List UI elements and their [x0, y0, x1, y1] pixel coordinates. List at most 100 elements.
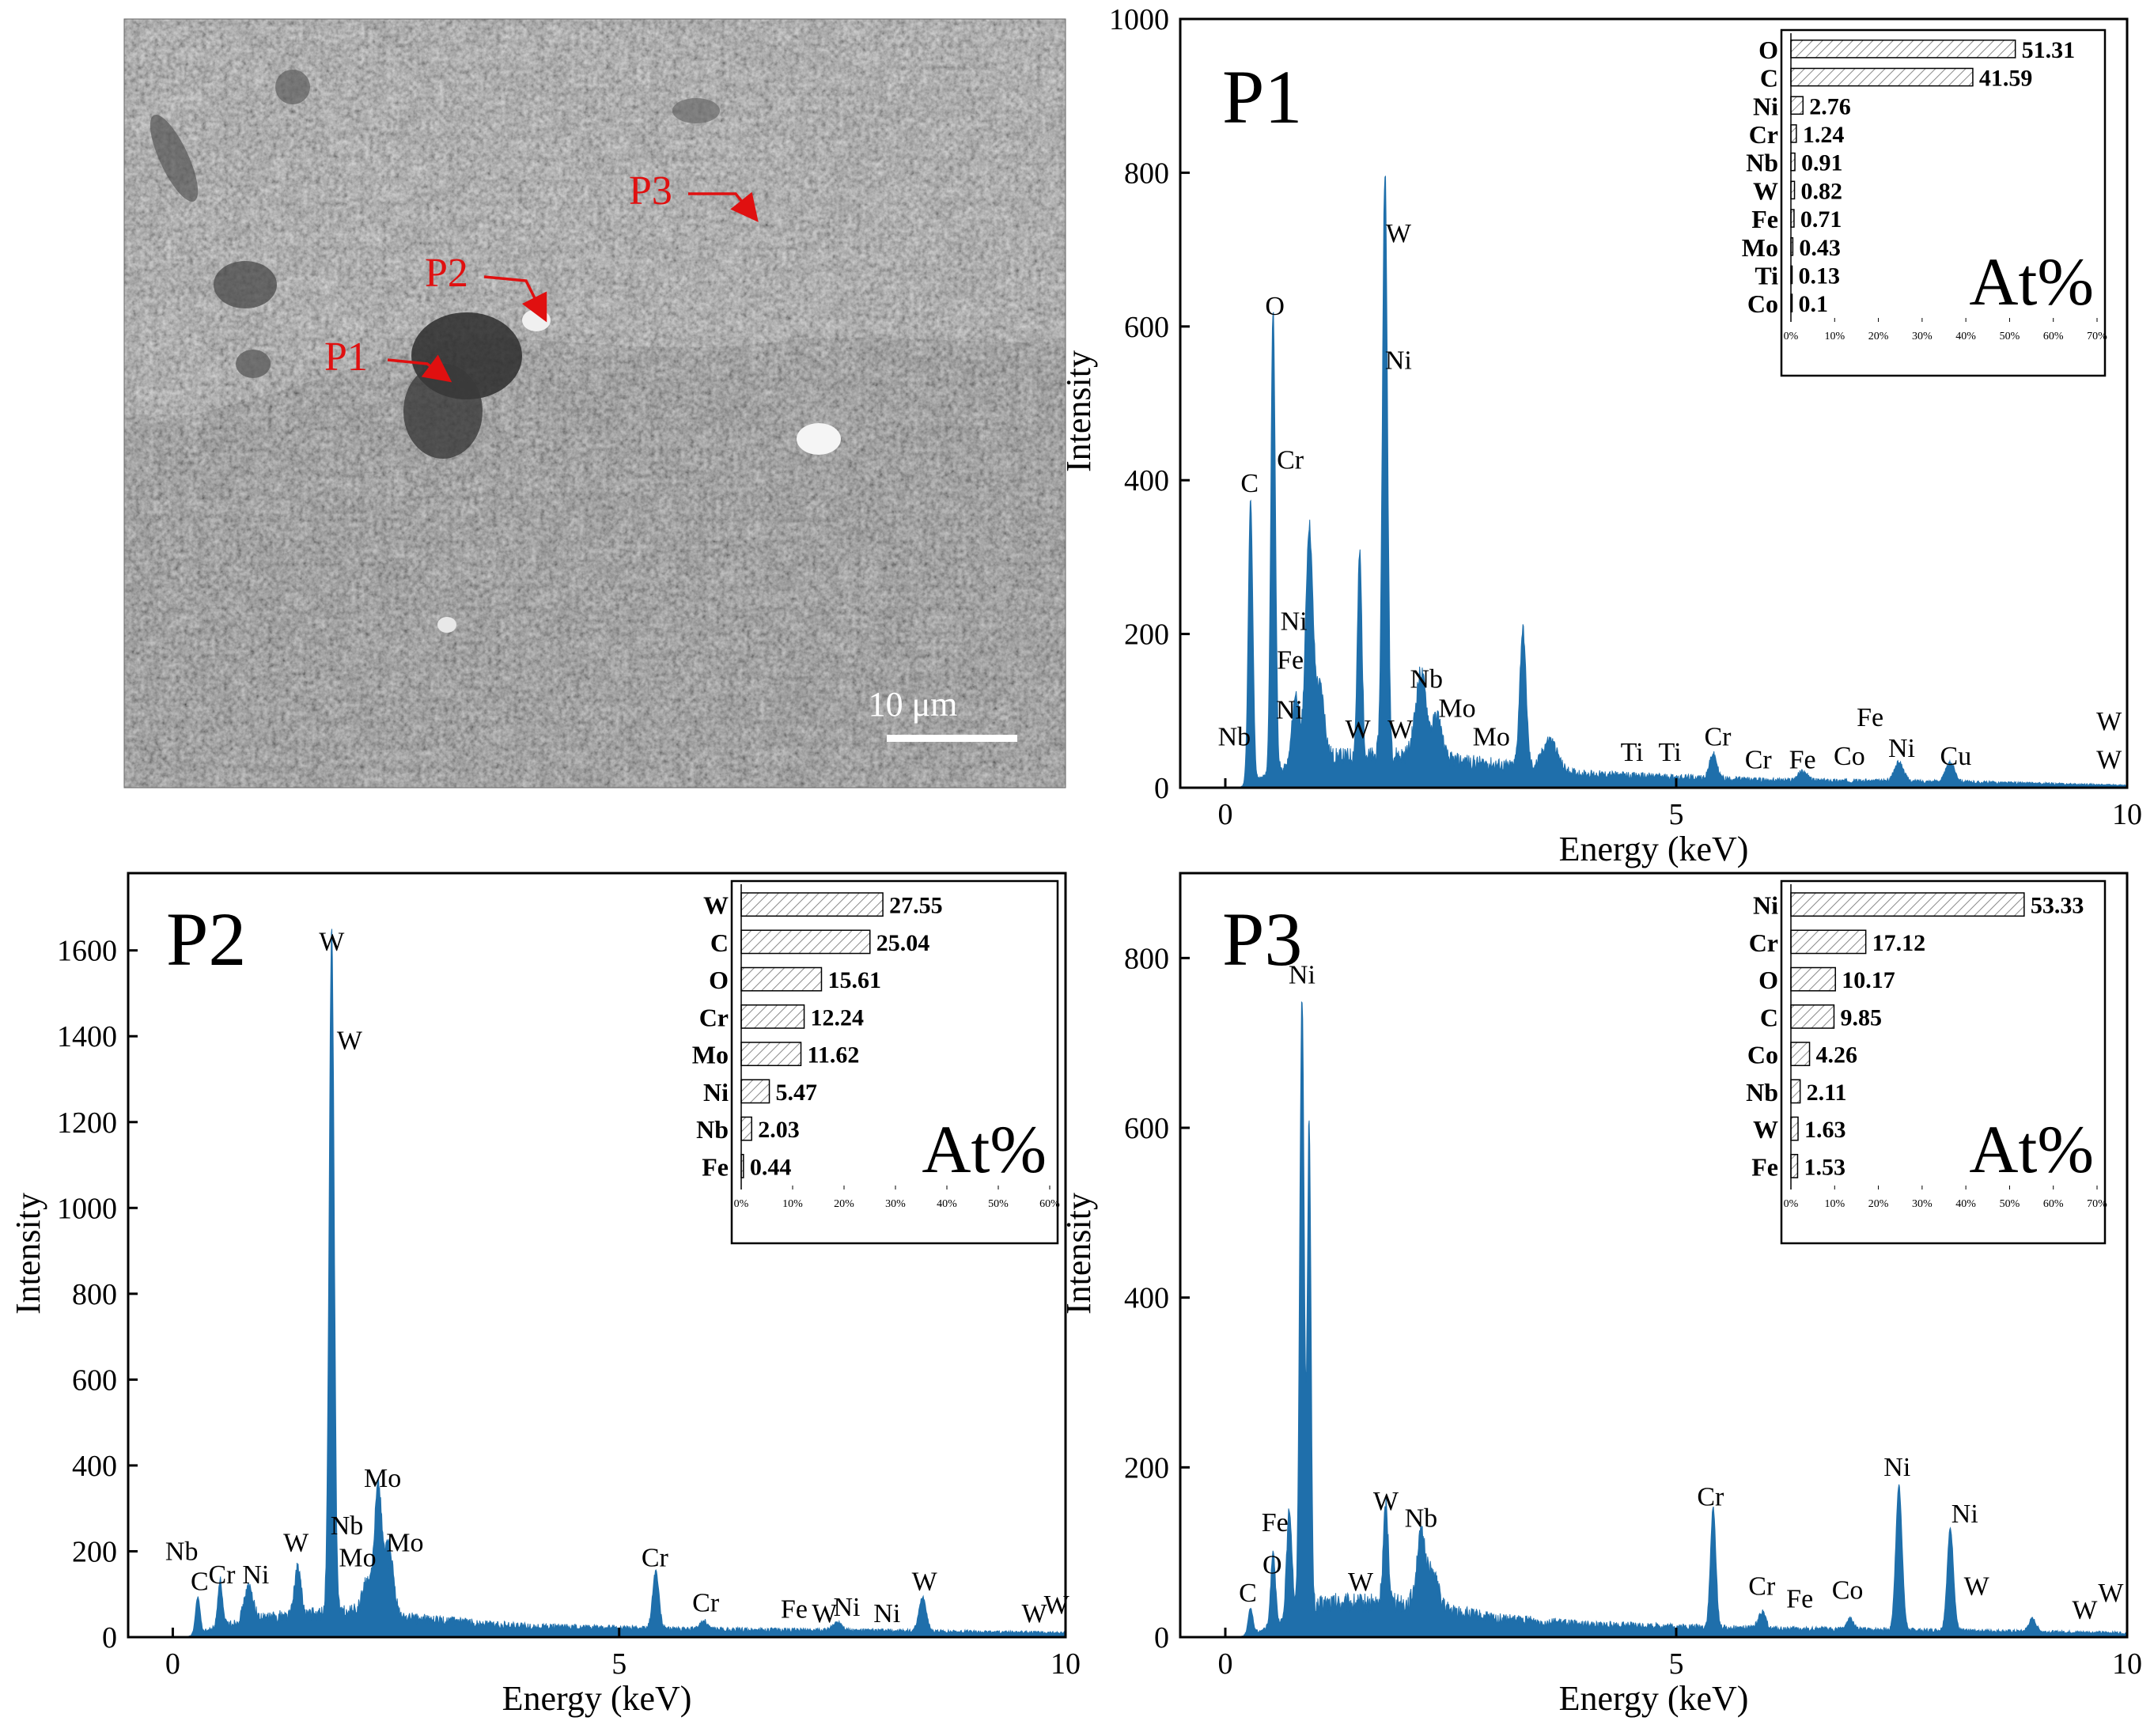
- peak-label: Ti: [1621, 738, 1644, 767]
- inset-x-tick-label: 20%: [834, 1198, 854, 1210]
- inset-bar: [741, 1005, 804, 1028]
- x-tick-label: 5: [611, 1647, 627, 1681]
- sem-bright-particle: [437, 617, 456, 633]
- peak-label: O: [1262, 1551, 1282, 1580]
- peak-label: Mo: [1438, 694, 1475, 724]
- peak-label: W: [912, 1567, 938, 1596]
- y-axis-label: Intensity: [1059, 1193, 1098, 1314]
- peak-label: Ni: [242, 1560, 269, 1590]
- peak-label: Nb: [331, 1511, 364, 1541]
- inset-value-label: 1.63: [1804, 1117, 1846, 1143]
- peak-label: Cr: [692, 1588, 720, 1617]
- peak-label: Cr: [1745, 746, 1773, 775]
- y-tick-label: 400: [1124, 464, 1169, 497]
- inset-element-label: C: [1760, 1003, 1778, 1031]
- peak-label: Fe: [1786, 1584, 1813, 1613]
- inset-bar: [1791, 1042, 1810, 1065]
- inset-x-tick-label: 50%: [988, 1198, 1009, 1210]
- x-tick-label: 10: [2112, 798, 2142, 831]
- y-axis-label: Intensity: [9, 1193, 47, 1314]
- y-tick-label: 1600: [57, 935, 117, 968]
- inset-unit-label: At%: [1969, 244, 2094, 320]
- inset-x-tick-label: 30%: [1912, 1198, 1933, 1210]
- peak-label: Nb: [1410, 665, 1443, 694]
- y-tick-label: 0: [102, 1621, 117, 1655]
- panel-title: P2: [166, 897, 246, 981]
- scale-bar-label: 10 μm: [869, 685, 958, 724]
- inset-element-label: W: [1753, 176, 1778, 205]
- peak-label: Nb: [165, 1537, 199, 1566]
- sem-label-p2: P2: [425, 251, 468, 296]
- inset-element-label: Nb: [1746, 1078, 1778, 1106]
- inset-x-tick-label: 60%: [1039, 1198, 1060, 1210]
- y-tick-label: 1000: [1109, 3, 1169, 36]
- x-tick-label: 0: [1218, 1647, 1233, 1681]
- inset-element-label: Co: [1747, 289, 1778, 318]
- sem-dark-spot: [672, 98, 720, 123]
- inset-value-label: 10.17: [1842, 967, 1895, 993]
- inset-value-label: 2.76: [1809, 93, 1851, 119]
- inset-value-label: 25.04: [876, 930, 930, 956]
- inset-value-label: 0.91: [1801, 150, 1843, 176]
- y-tick-label: 800: [1124, 942, 1169, 975]
- y-tick-label: 0: [1154, 772, 1169, 805]
- peak-label: Co: [1834, 742, 1865, 771]
- peak-label: Nb: [1405, 1503, 1438, 1533]
- peak-label: Ni: [834, 1593, 861, 1622]
- x-tick-label: 0: [1218, 798, 1233, 831]
- y-tick-label: 200: [1124, 618, 1169, 652]
- inset-x-tick-label: 10%: [1824, 331, 1845, 342]
- peak-label: Ni: [1281, 607, 1308, 637]
- peak-label: Cr: [209, 1560, 237, 1590]
- inset-element-label: W: [703, 891, 729, 920]
- inset-value-label: 17.12: [1872, 930, 1926, 956]
- inset-element-label: Ni: [1753, 92, 1778, 120]
- peak-label: Co: [1832, 1576, 1864, 1606]
- y-tick-label: 1400: [57, 1020, 117, 1053]
- peak-label: W: [2098, 1579, 2124, 1608]
- inset-element-label: Mo: [1742, 233, 1778, 262]
- inset-bar: [1791, 1117, 1798, 1140]
- inset-bar: [1791, 68, 1973, 85]
- scale-bar-line: [887, 735, 1017, 742]
- inset-value-label: 1.24: [1803, 122, 1845, 148]
- inset-x-tick-label: 60%: [2043, 331, 2064, 342]
- inset-element-label: Fe: [1751, 1152, 1778, 1181]
- inset-x-tick-label: 0%: [1784, 1198, 1799, 1210]
- inset-x-tick-label: 50%: [2000, 1198, 2020, 1210]
- inset-bar: [741, 930, 870, 953]
- peak-label: W: [2072, 1595, 2098, 1624]
- inset-x-tick-label: 10%: [1824, 1198, 1845, 1210]
- peak-label: Mo: [364, 1464, 401, 1493]
- y-tick-label: 400: [72, 1450, 117, 1483]
- peak-label: Ni: [1951, 1500, 1978, 1529]
- peak-label: Fe: [781, 1595, 808, 1624]
- peak-label: Fe: [1857, 703, 1883, 732]
- inset-element-label: O: [1758, 966, 1778, 994]
- inset-x-tick-label: 0%: [734, 1198, 749, 1210]
- sem-bright-particle: [522, 309, 551, 331]
- inset-value-label: 0.82: [1801, 178, 1843, 204]
- inset-x-tick-label: 20%: [1868, 1198, 1889, 1210]
- peak-label: Ni: [1883, 1453, 1910, 1482]
- peak-label: Nb: [1218, 723, 1251, 752]
- inset-element-label: Cr: [1749, 929, 1778, 957]
- sem-dark-spot: [275, 70, 310, 104]
- inset-value-label: 0.1: [1799, 291, 1829, 317]
- y-tick-label: 800: [72, 1278, 117, 1311]
- peak-label: Mo: [1473, 723, 1510, 752]
- inset-bar: [1791, 930, 1866, 953]
- x-axis-label: Energy (keV): [1559, 1679, 1749, 1718]
- inset-element-label: Nb: [1746, 149, 1778, 177]
- inset-bar: [1791, 1080, 1800, 1102]
- x-tick-label: 0: [165, 1647, 180, 1681]
- y-tick-label: 200: [72, 1535, 117, 1568]
- inset-value-label: 41.59: [1979, 66, 2033, 92]
- y-tick-label: 1000: [57, 1192, 117, 1225]
- inset-x-tick-label: 60%: [2043, 1198, 2064, 1210]
- inset-bar: [1791, 96, 1803, 114]
- y-axis-label: Intensity: [1059, 350, 1098, 472]
- inset-x-tick-label: 30%: [1912, 331, 1933, 342]
- peak-label: Ti: [1659, 738, 1682, 767]
